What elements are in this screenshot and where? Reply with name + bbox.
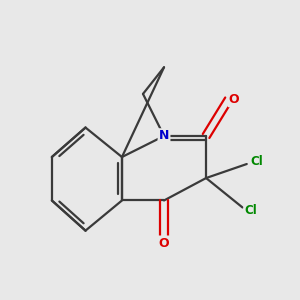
Text: O: O <box>229 93 239 106</box>
Text: N: N <box>159 130 169 142</box>
Text: O: O <box>159 237 169 250</box>
Text: Cl: Cl <box>244 204 257 217</box>
Text: Cl: Cl <box>250 155 263 168</box>
